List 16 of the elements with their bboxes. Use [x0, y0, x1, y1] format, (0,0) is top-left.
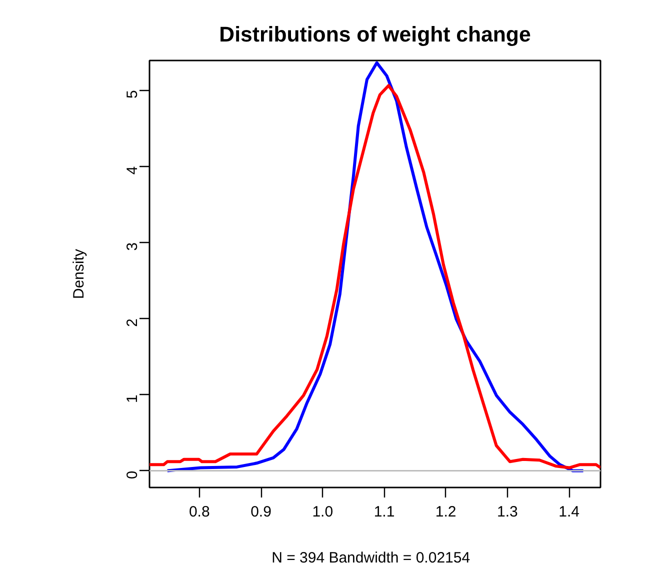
x-tick-label: 1.4: [558, 504, 580, 520]
x-tick-label: 0.8: [188, 504, 210, 520]
y-tick-label: 0: [124, 470, 141, 480]
y-tick-label: 3: [124, 242, 141, 251]
chart-title: Distributions of weight change: [219, 22, 531, 46]
x-axis-title: N = 394 Bandwidth = 0.02154: [272, 550, 470, 566]
y-tick-label: 4: [124, 166, 141, 175]
x-tick-label: 1.3: [497, 504, 518, 520]
x-tick-label: 1.1: [374, 504, 395, 520]
x-tick-label: 0.9: [250, 504, 272, 520]
x-tick-label: 1.2: [435, 504, 456, 520]
x-tick-label: 1.0: [312, 504, 334, 520]
y-tick-label: 2: [124, 318, 141, 327]
y-tick-label: 5: [124, 90, 141, 99]
y-axis-title: Density: [70, 248, 88, 300]
y-tick-label: 1: [124, 394, 141, 403]
